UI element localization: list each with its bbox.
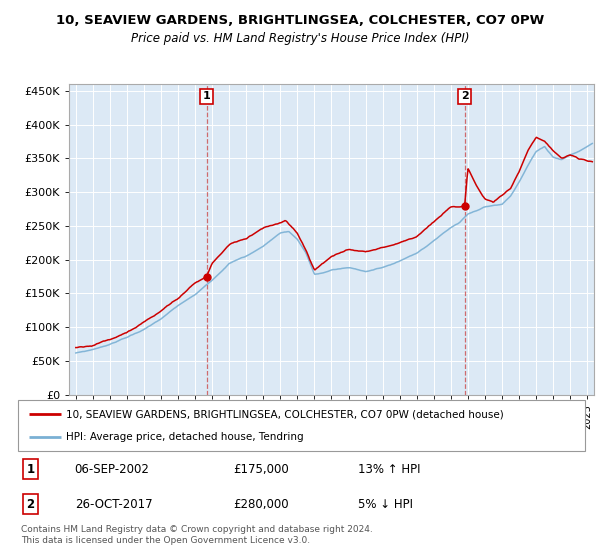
Text: £175,000: £175,000: [233, 463, 289, 476]
Text: 2: 2: [461, 91, 469, 101]
Text: 06-SEP-2002: 06-SEP-2002: [75, 463, 149, 476]
Text: HPI: Average price, detached house, Tendring: HPI: Average price, detached house, Tend…: [66, 432, 304, 442]
Text: 1: 1: [26, 463, 35, 476]
Text: Price paid vs. HM Land Registry's House Price Index (HPI): Price paid vs. HM Land Registry's House …: [131, 32, 469, 45]
Text: £280,000: £280,000: [233, 498, 289, 511]
FancyBboxPatch shape: [18, 400, 585, 451]
Text: 5% ↓ HPI: 5% ↓ HPI: [358, 498, 413, 511]
Text: 2: 2: [26, 498, 35, 511]
Text: 1: 1: [203, 91, 211, 101]
Text: 10, SEAVIEW GARDENS, BRIGHTLINGSEA, COLCHESTER, CO7 0PW (detached house): 10, SEAVIEW GARDENS, BRIGHTLINGSEA, COLC…: [66, 409, 504, 419]
Text: 13% ↑ HPI: 13% ↑ HPI: [358, 463, 421, 476]
Text: 26-OCT-2017: 26-OCT-2017: [75, 498, 152, 511]
Text: 10, SEAVIEW GARDENS, BRIGHTLINGSEA, COLCHESTER, CO7 0PW: 10, SEAVIEW GARDENS, BRIGHTLINGSEA, COLC…: [56, 14, 544, 27]
Text: Contains HM Land Registry data © Crown copyright and database right 2024.
This d: Contains HM Land Registry data © Crown c…: [21, 525, 373, 545]
